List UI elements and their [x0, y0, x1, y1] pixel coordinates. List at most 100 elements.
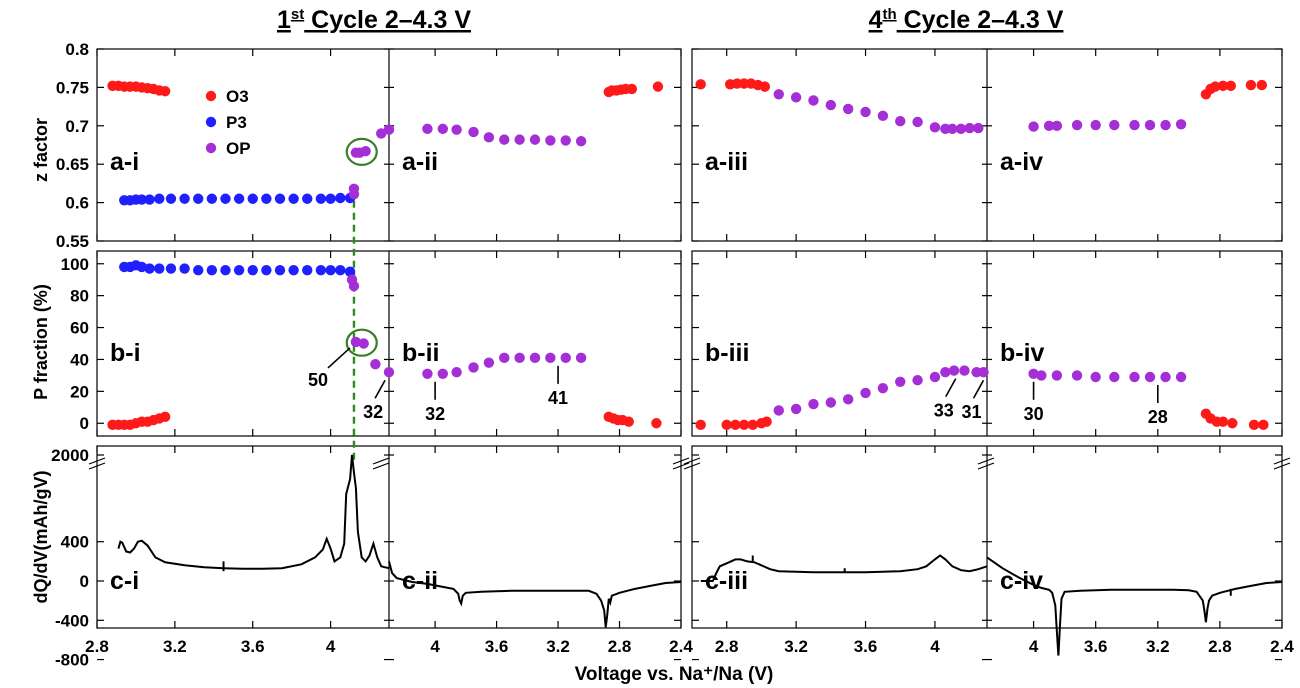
panel-label: c-iv	[1000, 567, 1043, 595]
annotation-value: 50	[308, 370, 328, 390]
data-point-o3	[626, 83, 638, 95]
data-point-p3	[179, 263, 190, 274]
data-point-o3	[695, 79, 706, 90]
data-point-p3	[315, 264, 327, 276]
data-point-op	[499, 134, 510, 145]
data-point-p3	[233, 264, 245, 276]
data-point-op	[964, 122, 975, 134]
data-point-o3	[747, 419, 758, 431]
data-point-p3	[335, 264, 346, 276]
data-point-p3	[165, 263, 177, 274]
data-point-op	[483, 132, 495, 143]
annotation-value: 41	[548, 388, 568, 408]
data-point-op	[1109, 371, 1120, 383]
data-point-p3	[144, 194, 155, 205]
data-point-op	[959, 365, 970, 376]
data-point-op	[360, 145, 371, 157]
data-point-op	[808, 95, 819, 106]
data-point-op	[877, 382, 889, 394]
y-tick-label: 0.75	[56, 78, 89, 97]
data-point-p3	[193, 193, 204, 204]
y-axis-label-p-fraction: P fraction (%)	[31, 284, 51, 400]
x-tick-label: 4	[1029, 637, 1039, 656]
data-point-op	[560, 135, 571, 146]
data-point-op	[1109, 119, 1120, 131]
annotation-value: 30	[1024, 404, 1044, 424]
data-point-op	[451, 124, 462, 135]
data-point-op	[940, 367, 951, 378]
legend-marker-op	[205, 142, 217, 154]
data-point-op	[422, 368, 433, 380]
data-point-op	[842, 103, 854, 115]
data-point-op	[1144, 371, 1156, 383]
y-tick-label: 60	[70, 319, 89, 338]
data-point-p3	[288, 193, 299, 204]
data-point-op	[529, 134, 541, 145]
data-point-op	[348, 280, 360, 292]
data-point-op	[895, 115, 906, 127]
data-point-op	[545, 135, 556, 146]
x-tick-label: 2.8	[85, 637, 109, 656]
axis-break-mark	[372, 462, 390, 470]
y-tick-label: -400	[55, 611, 89, 630]
dqdv-curve	[700, 554, 988, 582]
y-tick-label: 0	[80, 572, 89, 591]
data-point-op	[545, 352, 556, 364]
panel-label: b-i	[110, 339, 141, 367]
data-point-op	[929, 371, 941, 383]
x-tick-label: 3.2	[1146, 637, 1170, 656]
panel-label: b-iv	[1000, 339, 1045, 367]
annotation-value: 32	[363, 402, 383, 422]
annotation-leader	[945, 378, 957, 398]
data-point-op	[376, 128, 387, 139]
y-tick-label: 0.8	[65, 40, 89, 59]
data-point-op	[929, 122, 941, 133]
y-tick-label: 40	[70, 350, 89, 369]
data-point-op	[1036, 370, 1047, 381]
data-point-op	[978, 367, 989, 378]
axis-break-mark	[1273, 462, 1291, 470]
data-point-p3	[220, 193, 231, 204]
x-tick-label: 3.2	[163, 637, 187, 656]
data-point-op	[383, 124, 395, 135]
y-tick-label: 80	[70, 287, 89, 306]
x-tick-label: 3.6	[241, 637, 265, 656]
data-point-op	[575, 352, 587, 364]
dqdv-curve	[388, 561, 682, 628]
x-tick-label: 3.6	[854, 637, 878, 656]
data-point-op	[514, 352, 525, 364]
data-point-p3	[315, 193, 327, 204]
legend-label: OP	[226, 139, 251, 158]
data-point-p3	[136, 194, 147, 205]
data-point-o3	[1256, 79, 1268, 91]
data-point-op	[560, 352, 571, 364]
data-point-op	[350, 336, 362, 348]
data-point-o3	[1225, 80, 1236, 92]
data-point-op	[1090, 119, 1101, 131]
panel-label: a-iii	[705, 148, 748, 176]
y-tick-label: 100	[61, 255, 89, 274]
data-point-op	[529, 352, 541, 364]
panel-label: a-i	[110, 148, 139, 176]
data-point-op	[1051, 120, 1063, 131]
axis-break-mark	[88, 457, 106, 465]
data-point-op	[1051, 370, 1063, 381]
data-point-op	[773, 89, 784, 100]
x-tick-label: 4	[326, 637, 336, 656]
x-tick-label: 2.4	[669, 637, 693, 656]
annotation-value: 32	[425, 404, 445, 424]
data-point-p3	[233, 193, 245, 204]
y-tick-label: 0.65	[56, 155, 89, 174]
data-point-p3	[136, 261, 147, 273]
panel-label: a-ii	[402, 148, 438, 176]
legend-label: O3	[226, 87, 249, 106]
data-point-op	[1071, 119, 1083, 131]
data-point-op	[1043, 120, 1055, 131]
x-tick-label: 3.2	[784, 637, 808, 656]
data-point-op	[1129, 119, 1140, 131]
data-point-o3	[721, 419, 732, 431]
data-point-p3	[344, 266, 356, 277]
data-point-o3	[623, 416, 634, 427]
title-cycle-4: 4th Cycle 2–4.3 V	[869, 6, 1064, 34]
y-tick-label: 0	[80, 414, 89, 433]
